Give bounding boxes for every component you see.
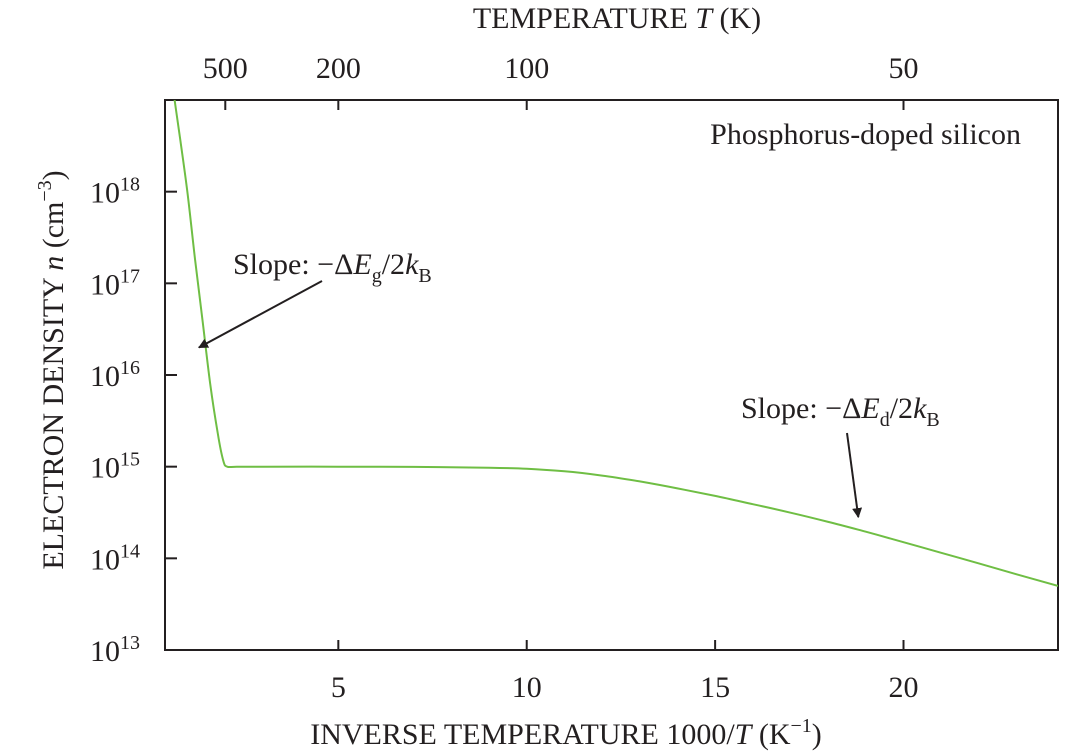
top-axis: 500 200 100 50 — [203, 52, 919, 110]
top-tick-label: 100 — [504, 52, 549, 85]
y-tick-label: 1014 — [90, 540, 140, 576]
top-tick-label: 500 — [203, 52, 248, 85]
slope-annotation-gap: Slope: −ΔEg/2kB — [233, 248, 432, 287]
electron-density-line — [173, 100, 1058, 587]
top-tick-label: 50 — [889, 52, 919, 85]
x-axis: 5 10 15 20 — [331, 640, 919, 704]
slope-annotation-donor: Slope: −ΔEd/2kB — [741, 392, 940, 431]
x-tick-label: 20 — [889, 671, 919, 704]
top-axis-title: TEMPERATURE T (K) — [473, 2, 761, 35]
x-tick-label: 15 — [700, 671, 730, 704]
plot-frame — [164, 99, 1059, 651]
x-tick-label: 5 — [331, 671, 346, 704]
top-tick-label: 200 — [316, 52, 361, 85]
y-tick-label: 1018 — [90, 174, 140, 210]
y-axis: 1013 1014 1015 1016 1017 1018 — [90, 174, 177, 668]
annotation-title: Phosphorus-doped silicon — [710, 118, 1021, 151]
slope-arrow-donor — [846, 432, 863, 519]
y-tick-label: 1016 — [90, 357, 140, 393]
y-axis-title: ELECTRON DENSITY n (cm−3) — [34, 170, 70, 569]
x-tick-label: 10 — [512, 671, 542, 704]
x-axis-title: INVERSE TEMPERATURE 1000/T (K−1) — [310, 715, 822, 751]
y-tick-label: 1015 — [90, 449, 140, 485]
slope-arrow-gap — [198, 280, 323, 349]
y-tick-label: 1017 — [90, 265, 140, 301]
y-tick-label: 1013 — [90, 632, 140, 668]
